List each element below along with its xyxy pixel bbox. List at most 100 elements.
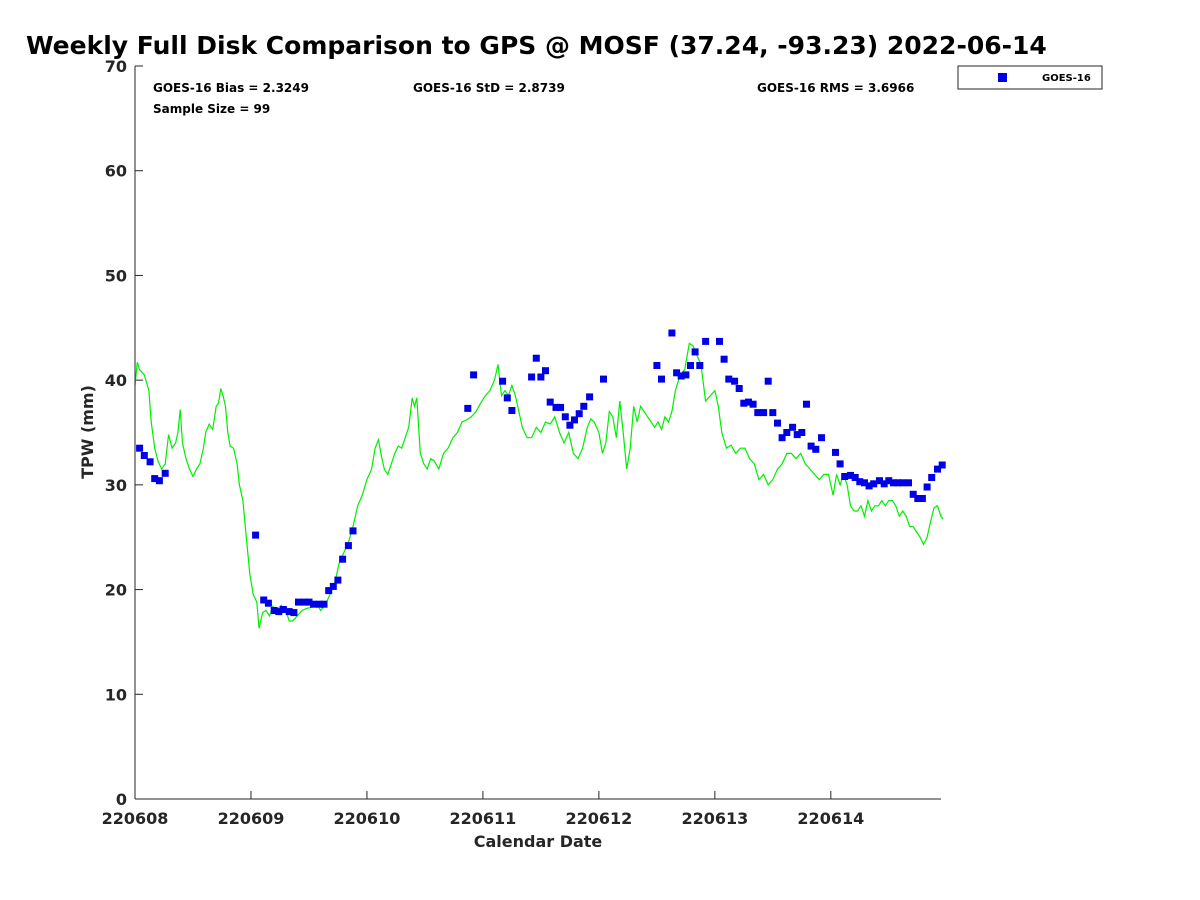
chart-title: Weekly Full Disk Comparison to GPS @ MOS…	[26, 31, 1047, 60]
goes16-point	[735, 385, 743, 392]
goes16-point	[561, 413, 569, 421]
goes16-point	[279, 606, 287, 613]
goes16-point	[136, 444, 144, 452]
y-axis-label: TPW (mm)	[78, 385, 97, 479]
goes16-point	[575, 410, 583, 418]
goes16-point	[899, 479, 907, 487]
goes16-point	[677, 372, 685, 380]
goes16-point	[836, 460, 844, 468]
goes16-point	[264, 599, 272, 607]
goes16-point	[928, 474, 936, 481]
std-stat: GOES-16 StD = 2.8739	[413, 81, 565, 95]
goes16-point	[499, 377, 507, 385]
goes16-point	[803, 400, 810, 408]
goes16-point	[812, 445, 820, 453]
goes16-series	[136, 329, 946, 617]
goes16-point	[894, 479, 902, 487]
goes16-point	[161, 469, 169, 477]
goes16-point	[687, 362, 694, 369]
legend-box	[957, 65, 1103, 90]
goes16-point	[285, 608, 293, 616]
goes16-point	[275, 608, 283, 616]
goes16-point	[798, 429, 806, 436]
goes16-point	[290, 609, 298, 617]
goes16-point	[909, 490, 917, 498]
goes16-point	[295, 598, 302, 606]
goes16-point	[542, 367, 549, 375]
goes16-point	[464, 404, 472, 412]
goes16-point	[260, 596, 268, 604]
y-tick-label: 70	[105, 57, 127, 76]
goes16-point	[716, 337, 723, 345]
goes16-point	[600, 375, 607, 383]
goes16-point	[876, 477, 883, 485]
x-tick-label: 220614	[797, 809, 864, 828]
goes16-point	[305, 598, 313, 606]
goes16-point	[270, 607, 278, 614]
goes16-point	[320, 600, 328, 608]
goes16-point	[155, 477, 163, 485]
goes16-point	[934, 465, 941, 473]
goes16-point	[339, 555, 347, 563]
goes16-point	[938, 461, 946, 469]
goes16-point	[841, 473, 849, 480]
goes16-point	[315, 600, 323, 608]
goes16-point	[702, 337, 710, 345]
x-tick-label: 220613	[681, 809, 748, 828]
goes16-point	[580, 402, 588, 410]
goes16-point	[349, 527, 357, 535]
goes16-point	[537, 373, 545, 381]
goes16-point	[865, 482, 873, 490]
x-tick-label: 220611	[450, 809, 517, 828]
y-tick-label: 10	[105, 685, 127, 704]
goes16-point	[754, 409, 762, 417]
x-axis-label: Calendar Date	[474, 832, 603, 851]
goes16-point	[658, 375, 665, 383]
goes16-point	[856, 478, 864, 486]
rms-stat: GOES-16 RMS = 3.6966	[757, 81, 914, 95]
goes16-point	[905, 479, 912, 487]
plot-area	[135, 66, 941, 799]
goes16-point	[832, 448, 839, 456]
goes16-point	[310, 600, 318, 608]
goes16-point	[774, 419, 781, 427]
goes16-point	[300, 598, 308, 606]
y-tick-label: 50	[105, 266, 127, 285]
goes16-point	[880, 480, 888, 488]
goes16-point	[851, 474, 859, 481]
goes16-point	[682, 371, 690, 379]
goes16-point	[731, 377, 739, 385]
goes16-point	[566, 421, 574, 429]
goes16-point	[783, 429, 791, 436]
legend-marker	[998, 73, 1007, 82]
goes16-point	[325, 587, 333, 595]
goes16-point	[586, 393, 594, 401]
goes16-point	[151, 475, 159, 483]
goes16-point	[557, 403, 565, 411]
goes16-point	[789, 423, 797, 431]
goes16-point	[923, 483, 931, 491]
goes16-point	[749, 400, 757, 408]
goes16-point	[914, 495, 922, 502]
goes16-point	[745, 398, 752, 406]
y-tick-label: 30	[105, 476, 127, 495]
goes16-point	[818, 434, 825, 442]
goes16-point	[769, 409, 777, 417]
goes16-point	[764, 377, 772, 385]
legend-label-goes16: GOES-16	[1042, 73, 1091, 84]
goes16-point	[140, 452, 148, 459]
x-tick-label: 220612	[565, 809, 632, 828]
goes16-point	[861, 479, 868, 487]
goes16-point	[532, 354, 540, 362]
goes16-point	[334, 576, 342, 584]
goes16-point	[252, 531, 260, 539]
bias-stat: GOES-16 Bias = 2.3249	[153, 81, 309, 95]
goes16-point	[668, 329, 676, 337]
goes16-point	[503, 394, 511, 402]
goes16-point	[571, 416, 578, 424]
goes16-point	[146, 458, 154, 466]
sample-size-stat: Sample Size = 99	[153, 102, 270, 116]
goes16-point	[546, 398, 554, 406]
goes16-point	[890, 479, 897, 487]
